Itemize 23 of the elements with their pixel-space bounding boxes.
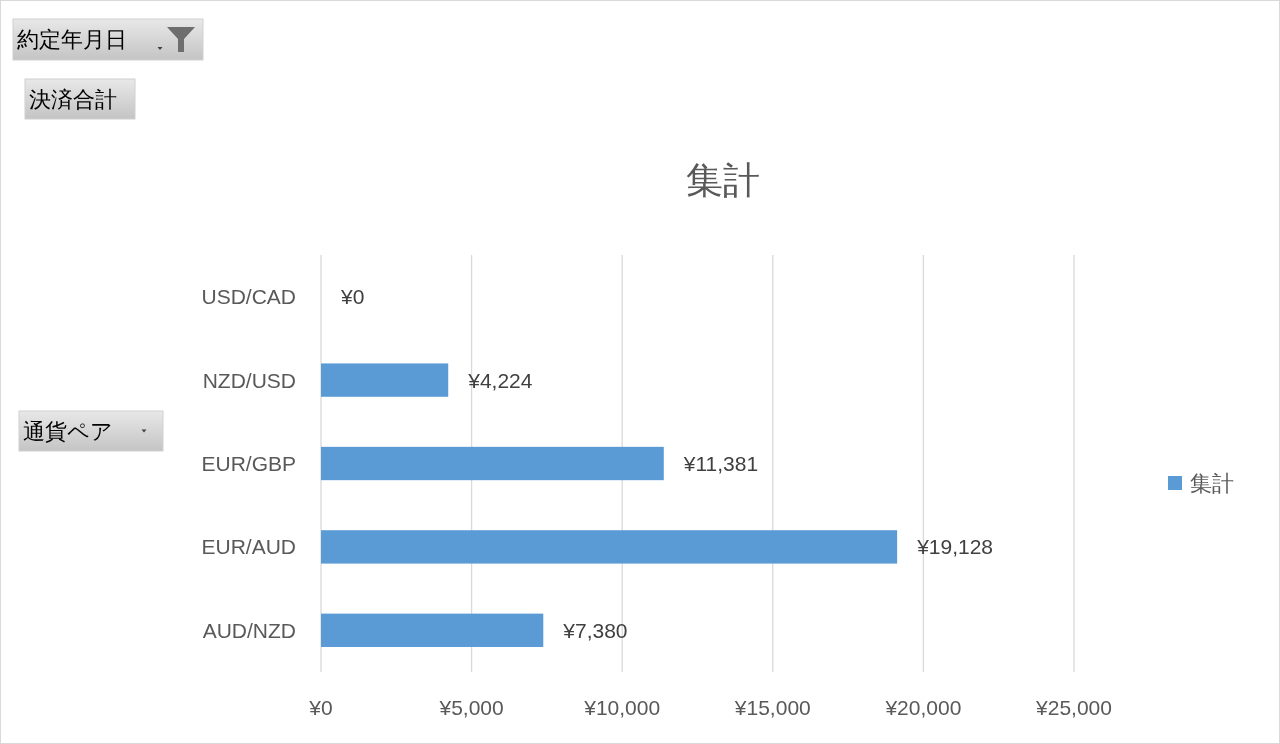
chart-title: 集計: [686, 159, 760, 201]
y-tick-label: EUR/GBP: [201, 452, 296, 475]
bar: [321, 613, 544, 647]
y-tick-label: USD/CAD: [201, 285, 296, 309]
x-tick-label: ¥15,000: [733, 695, 811, 719]
bar: [321, 446, 664, 481]
y-tick-label: NZD/USD: [202, 368, 296, 392]
data-label: ¥19,128: [916, 535, 994, 559]
x-tick-label: ¥25,000: [1035, 695, 1112, 719]
bar: [321, 530, 898, 564]
x-tick-label: ¥10,000: [583, 695, 661, 719]
data-label: ¥7,380: [562, 618, 628, 642]
legend-label: 集計: [1190, 470, 1234, 496]
data-label: ¥0: [340, 285, 365, 309]
bar: [321, 363, 449, 397]
y-tick-label: AUD/NZD: [202, 618, 296, 642]
data-label: ¥4,224: [467, 368, 533, 392]
x-tick-label: ¥20,000: [884, 695, 962, 719]
x-tick-label: ¥5,000: [438, 695, 504, 719]
x-tick-label: ¥0: [308, 695, 333, 719]
data-label: ¥11,381: [682, 452, 759, 475]
y-tick-label: EUR/AUD: [201, 535, 296, 559]
legend: 集計: [1168, 470, 1234, 496]
